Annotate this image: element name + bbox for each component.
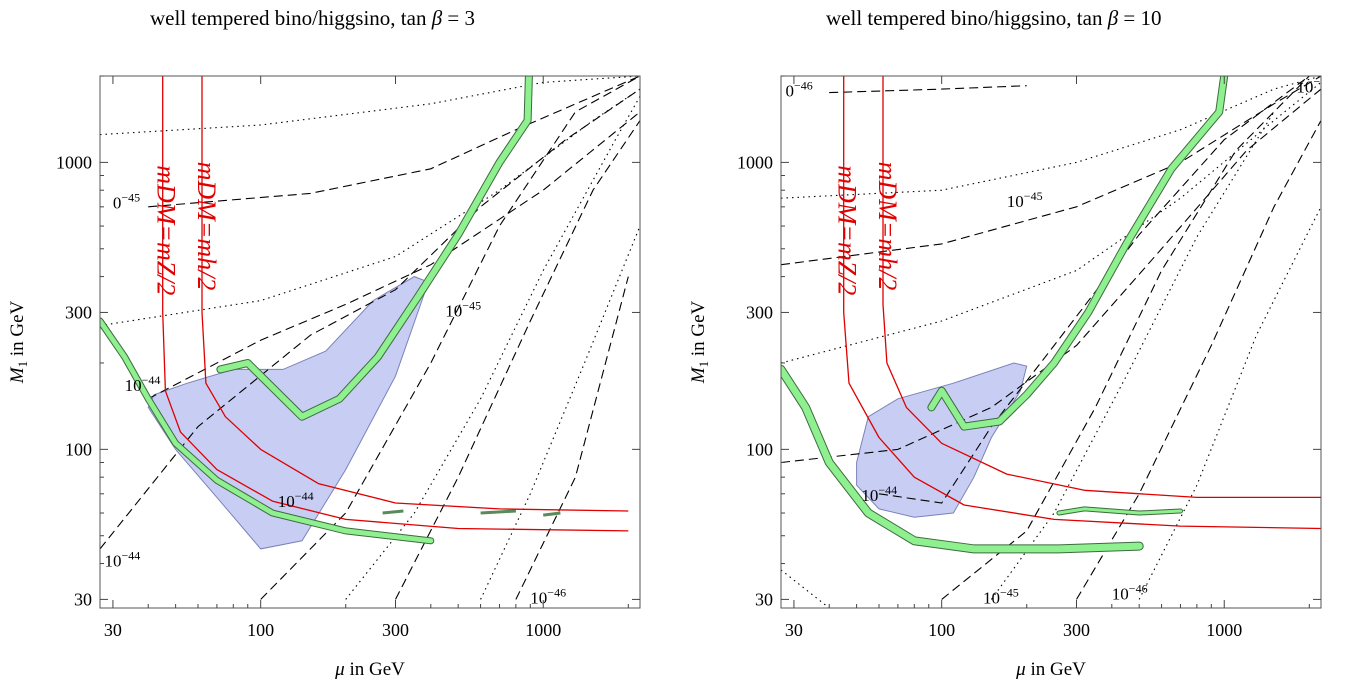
right-dashed-contour-2: [878, 76, 1310, 504]
left-green-band-0: [100, 318, 434, 544]
left-contour-label-3: 10−44: [278, 489, 314, 511]
left-contour-plot: mDM=mZ/2 mDM=mh/2 0−45 10−44 10−45 10−44 10−44…: [7, 75, 641, 680]
left-dotted-contour-0: [100, 76, 640, 136]
right-dotted-contour-2: [990, 111, 1275, 600]
right-contour-label-2: 10−45: [1007, 189, 1043, 211]
right-ytick-label-1: 100: [746, 439, 773, 459]
right-ytick-label-2: 300: [746, 302, 773, 322]
left-ytick-label-3: 1000: [56, 152, 92, 172]
left-dashed-contour-4: [395, 120, 640, 600]
right-title-value: = 10: [1123, 6, 1162, 30]
left-small-green-1: [480, 509, 516, 515]
left-dashed-contour-5: [515, 276, 629, 600]
left-red-curve-0: [162, 76, 629, 532]
right-dotted-contour-3: [1138, 206, 1321, 600]
right-dotted-contour-4: [781, 569, 830, 608]
right-dashed-contour-5: [829, 85, 1027, 94]
left-title-value: = 3: [447, 6, 476, 30]
right-plot-area: [781, 76, 1321, 608]
left-plot-area: [100, 76, 640, 600]
right-dashed-contour-0: [781, 76, 1321, 266]
left-ytick-label-1: 100: [65, 439, 92, 459]
right-ytick-label-3: 1000: [737, 152, 773, 172]
right-ylabel: M1 in GeV: [688, 300, 711, 384]
right-panel: well tempered bino/higgsino, tan β = 10 …: [681, 0, 1362, 686]
left-xtick-label-2: 300: [382, 620, 409, 640]
right-xtick-label-2: 300: [1063, 620, 1090, 640]
right-frame: [780, 75, 1322, 609]
left-ytick-label-0: 30: [74, 589, 92, 609]
left-ytick-label-2: 300: [65, 302, 92, 322]
right-contour-label-5: 10−46: [1112, 581, 1148, 603]
left-green-band-edge-1: [216, 76, 533, 421]
left-dashed-contour-2: [148, 76, 640, 208]
left-xlabel: μ in GeV: [334, 659, 405, 680]
right-xtick-label-0: 30: [785, 620, 803, 640]
left-title-symbol: β: [431, 6, 443, 30]
left-red-label-0: mDM=mZ/2: [151, 165, 180, 295]
left-small-green-2: [543, 511, 561, 517]
right-title: well tempered bino/higgsino, tan β = 10: [826, 6, 1162, 31]
right-dashed-contour-3: [941, 76, 1310, 600]
left-dashed-contour-0: [147, 111, 640, 400]
right-dashed-contour-1: [781, 88, 1321, 464]
right-contour-plot: mDM=mZ/2 mDM=mh/2 0−46 10− 10−45 10−44 10−45 10…: [688, 75, 1322, 680]
right-xtick-label-1: 100: [928, 620, 955, 640]
left-contour-label-0: 0−45: [113, 191, 140, 213]
left-contour-label-1: 10−44: [125, 373, 161, 395]
left-contour-label-2: 10−45: [445, 299, 481, 321]
right-dotted-contour-0: [781, 76, 1321, 199]
left-contour-label-4: 10−44: [105, 549, 141, 571]
right-green-band-edge-1: [927, 76, 1229, 431]
right-contour-label-4: 10−45: [983, 586, 1019, 608]
left-dotted-contour-2: [345, 96, 640, 600]
right-red-curve-1: [882, 76, 1321, 499]
right-red-label-1: mDM=mh/2: [873, 162, 902, 291]
right-xtick-label-3: 1000: [1206, 620, 1242, 640]
left-green-band-1: [217, 76, 532, 420]
left-red-curve-1: [201, 76, 629, 512]
right-title-symbol: β: [1107, 6, 1119, 30]
right-contour-label-1: 10−: [1296, 75, 1320, 97]
right-red-curve-0: [843, 76, 1321, 530]
left-ylabel: M1 in GeV: [7, 300, 30, 384]
right-dashed-contour-4: [1076, 120, 1321, 600]
right-green-band-2: [1057, 507, 1182, 515]
left-panel: well tempered bino/higgsino, tan β = 3 m…: [7, 6, 641, 680]
left-dotted-contour-3: [480, 225, 640, 600]
left-xtick-label-3: 1000: [525, 620, 561, 640]
right-contour-label-0: 0−46: [786, 78, 813, 100]
left-xtick-label-0: 30: [104, 620, 122, 640]
left-red-label-1: mDM=mh/2: [192, 162, 221, 291]
left-contour-label-5: 10−46: [530, 586, 566, 608]
right-title-text: well tempered bino/higgsino, tan: [826, 6, 1103, 30]
left-frame: [99, 75, 641, 609]
right-dotted-contour-1: [781, 81, 1321, 364]
left-title: well tempered bino/higgsino, tan β = 3: [150, 6, 475, 31]
right-green-band-1: [928, 76, 1228, 430]
left-title-text: well tempered bino/higgsino, tan: [150, 6, 427, 30]
left-xtick-label-1: 100: [247, 620, 274, 640]
right-xlabel: μ in GeV: [1015, 659, 1086, 680]
right-red-label-0: mDM=mZ/2: [832, 165, 861, 295]
right-green-band-0: [781, 365, 1143, 553]
left-dashed-contour-1: [100, 88, 640, 550]
right-contour-label-3: 10−44: [861, 483, 897, 505]
right-ytick-label-0: 30: [755, 589, 773, 609]
left-small-green-0: [382, 509, 404, 515]
